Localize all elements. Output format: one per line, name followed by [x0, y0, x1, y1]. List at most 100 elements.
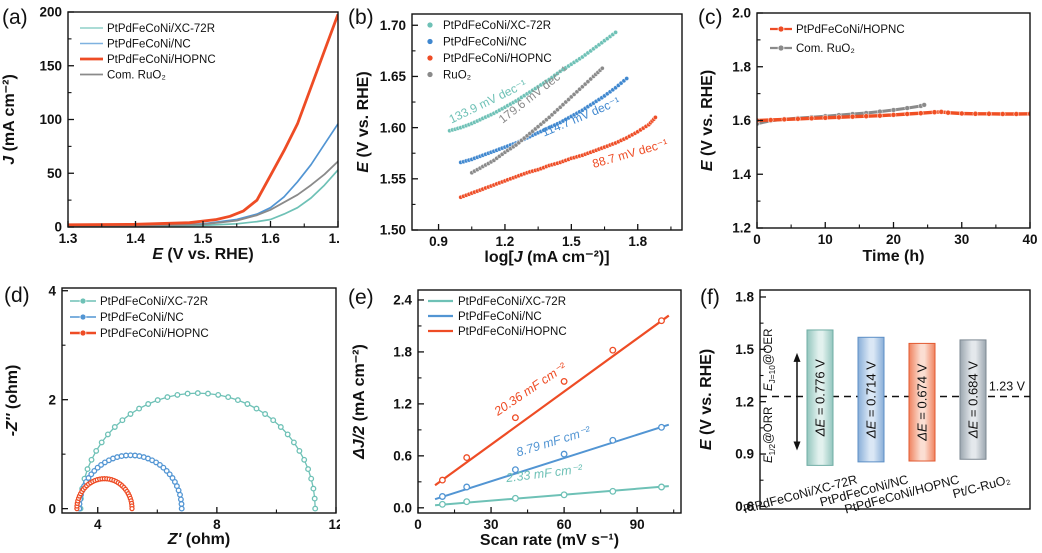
- x-tick-label: 1.7: [329, 231, 340, 246]
- x-axis-title: E (V vs. RHE): [152, 246, 253, 263]
- x-tick-label: 90: [630, 517, 645, 532]
- series-PtPdFeCoNi/HOPNC: [757, 110, 1030, 123]
- annotation: 88.7 mV dec⁻¹: [591, 136, 670, 171]
- legend-label: Com. RuO₂: [796, 43, 855, 55]
- marker-PtPdFeCoNi/HOPNC: [917, 110, 924, 117]
- marker-RuO₂: [599, 65, 605, 71]
- legend-marker: [426, 54, 434, 62]
- marker-PtPdFeCoNi/XC-72R: [164, 394, 171, 401]
- series-group: [447, 29, 658, 200]
- marker-PtPdFeCoNi/XC-72R: [93, 447, 100, 454]
- marker-PtPdFeCoNi/XC-72R: [98, 439, 105, 446]
- legend-label: PtPdFeCoNi/NC: [443, 37, 527, 49]
- arrowhead-up-icon: [793, 352, 801, 362]
- y-tick-label: 2: [48, 392, 56, 407]
- marker-PtPdFeCoNi/NC: [160, 464, 167, 471]
- x-tick-label: 8: [213, 517, 221, 532]
- marker-PtPdFeCoNi/HOPNC: [795, 116, 801, 122]
- fit-line-PtPdFeCoNi/XC-72R: [434, 485, 669, 507]
- y-tick-label: 1.8: [393, 345, 412, 360]
- y-tick-label: 1.60: [380, 120, 406, 135]
- panel-letter: (c): [698, 6, 723, 29]
- marker-PtPdFeCoNi/XC-72R: [154, 397, 161, 404]
- bar-PtPdFeCoNi/NC: [857, 336, 885, 463]
- marker-PtPdFeCoNi/HOPNC: [609, 346, 617, 354]
- x-tick-label: 1.6: [261, 231, 280, 246]
- bar-PtPdFeCoNi/XC-72R: [806, 329, 834, 466]
- x-axis-title: Z' (ohm): [167, 531, 230, 548]
- panel-d-svg: 4 8 12 0 2 4 Z' (ohm) -Z'' (ohm) PtPdFeCoNi/XC-7…: [4, 283, 344, 548]
- x-tick-label: 0.9: [429, 234, 448, 249]
- legend-label: RuO₂: [443, 70, 471, 82]
- series-PtPdFeCoNi/XC-72R: [79, 392, 316, 509]
- marker-PtPdFeCoNi/NC: [624, 76, 630, 81]
- legend-marker: [79, 329, 87, 337]
- panel-d-nyquist-chart: 4 8 12 0 2 4 Z' (ohm) -Z'' (ohm) PtPdFeCoNi/XC-7…: [0, 270, 344, 553]
- marker-PtPdFeCoNi/HOPNC: [972, 110, 979, 117]
- y-tick-label: 1.8: [732, 59, 751, 74]
- marker-PtPdFeCoNi/HOPNC: [652, 114, 658, 120]
- x-tick-label: 0: [753, 232, 761, 247]
- arrowhead-down-icon: [793, 441, 801, 451]
- marker-PtPdFeCoNi/XC-72R: [88, 456, 95, 463]
- y-tick-label: 1.4: [732, 167, 751, 182]
- marker-PtPdFeCoNi/XC-72R: [296, 447, 303, 454]
- marker-PtPdFeCoNi/XC-72R: [234, 397, 241, 404]
- marker-PtPdFeCoNi/HOPNC: [767, 117, 774, 123]
- panel-b-tafel-chart: 0.9 1.2 1.5 1.8 1.50 1.55 1.60 1.65 1.70 log[J (m…: [340, 0, 692, 273]
- y-axis-title: E (V vs. RHE): [355, 71, 372, 172]
- legend-label: PtPdFeCoNi/HOPNC: [458, 326, 567, 338]
- series-group: [434, 314, 670, 508]
- x-tick-label: 1.3: [59, 231, 78, 246]
- marker-Com. RuO₂: [890, 107, 897, 113]
- equilibrium-line-label: 1.23 V: [989, 379, 1026, 393]
- marker-Com. RuO₂: [921, 102, 927, 108]
- panel-letter: (a): [2, 6, 28, 29]
- marker-PtPdFeCoNi/XC-72R: [184, 390, 191, 397]
- plot-border: [61, 287, 337, 514]
- side-annotation: EJ=10@OER: [763, 329, 777, 391]
- legend-label: PtPdFeCoNi/NC: [100, 312, 184, 324]
- marker-PtPdFeCoNi/XC-72R: [136, 405, 143, 412]
- x-axis-title: log[J (mA cm⁻²)]: [484, 249, 609, 266]
- legend-label: PtPdFeCoNi/XC-72R: [443, 20, 551, 32]
- y-tick-label: 1.5: [735, 342, 754, 357]
- y-tick-label: 1.65: [380, 69, 407, 84]
- panel-f-bifunctional-chart: 1.23 V ΔE = 0.776 V PtPdFeCoNi/XC-72R ΔE = …: [690, 270, 1042, 553]
- legend-label: PtPdFeCoNi/HOPNC: [796, 24, 905, 36]
- delta-e-label: ΔE = 0.684 V: [966, 361, 981, 439]
- marker-PtPdFeCoNi/XC-72R: [290, 439, 297, 446]
- x-axis-title: Time (h): [863, 248, 925, 265]
- marker-PtPdFeCoNi/HOPNC: [836, 114, 842, 121]
- x-tick-label: 10: [818, 232, 833, 247]
- y-tick-label: 1.55: [380, 172, 407, 187]
- y-tick-label: 200: [39, 5, 62, 20]
- marker-PtPdFeCoNi/XC-72R: [312, 505, 319, 512]
- marker-PtPdFeCoNi/XC-72R: [305, 466, 312, 473]
- y-tick-label: 0: [48, 501, 56, 516]
- x-tick-label: 60: [557, 517, 572, 532]
- y-tick-label: 0.6: [735, 499, 754, 514]
- legend-label: PtPdFeCoNi/NC: [107, 39, 191, 51]
- marker-PtPdFeCoNi/XC-72R: [311, 495, 318, 502]
- x-tick-label: 1.2: [496, 234, 515, 249]
- marker-PtPdFeCoNi/XC-72R: [609, 487, 617, 495]
- marker-PtPdFeCoNi/HOPNC: [822, 114, 829, 121]
- marker-PtPdFeCoNi/XC-72R: [308, 475, 315, 482]
- marker-PtPdFeCoNi/NC: [463, 483, 471, 491]
- x-tick-label: 1.5: [562, 234, 581, 249]
- marker-PtPdFeCoNi/NC: [178, 501, 185, 507]
- x-tick-label: 1.4: [126, 231, 145, 246]
- y-axis-title: E (V vs. RHE): [698, 349, 715, 450]
- marker-PtPdFeCoNi/XC-72R: [658, 483, 665, 491]
- marker-PtPdFeCoNi/XC-72R: [111, 424, 118, 430]
- marker-PtPdFeCoNi/HOPNC: [904, 111, 911, 117]
- marker-PtPdFeCoNi/XC-72R: [277, 424, 284, 430]
- bar-category-label: Pt/C-RuO₂: [951, 472, 1012, 501]
- series-group: [757, 102, 1030, 127]
- marker-PtPdFeCoNi/NC: [178, 505, 185, 512]
- marker-PtPdFeCoNi/XC-72R: [438, 500, 446, 508]
- marker-PtPdFeCoNi/XC-72R: [560, 491, 568, 499]
- marker-PtPdFeCoNi/HOPNC: [890, 112, 897, 118]
